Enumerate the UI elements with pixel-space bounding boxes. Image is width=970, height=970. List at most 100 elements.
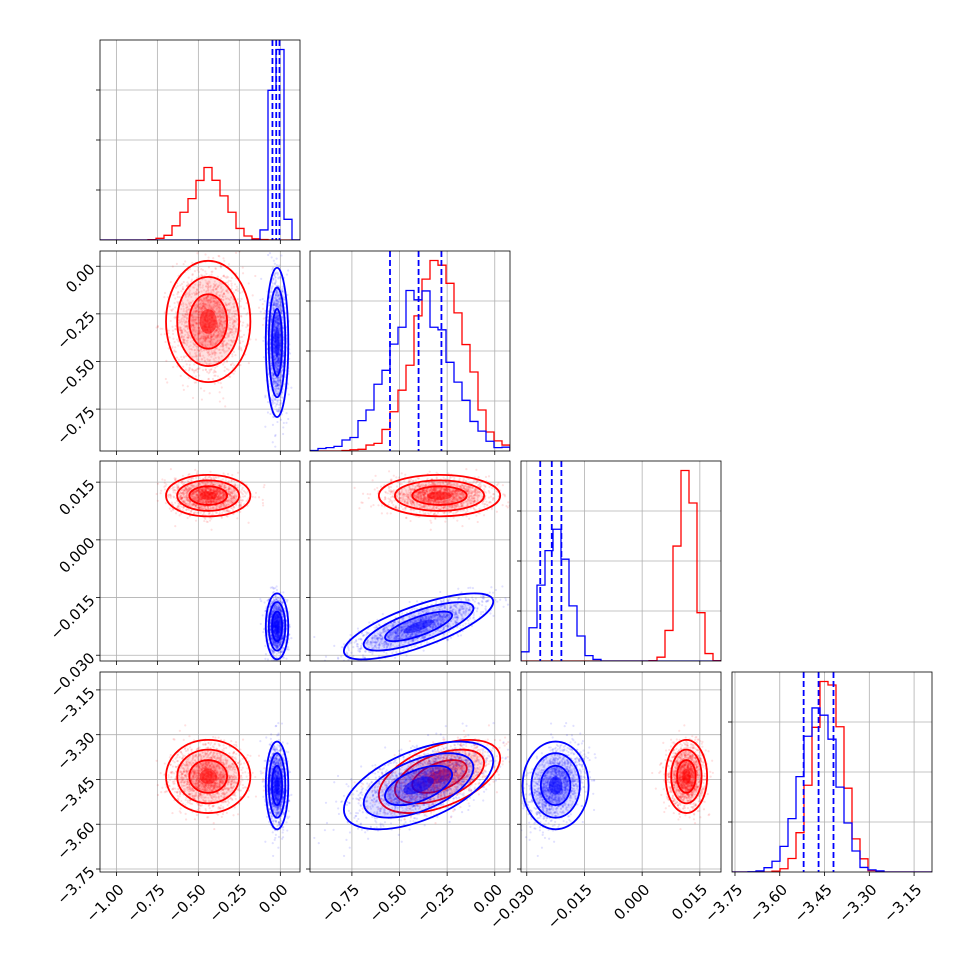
- scatter-point: [203, 338, 207, 341]
- scatter-point: [227, 297, 230, 301]
- scatter-point: [215, 352, 218, 355]
- scatter-point: [223, 320, 227, 323]
- scatter-point: [221, 326, 224, 329]
- scatter-point: [198, 305, 202, 309]
- scatter-point: [228, 316, 232, 320]
- scatter-point: [225, 344, 228, 347]
- scatter-point: [202, 339, 205, 342]
- scatter-point: [186, 299, 189, 302]
- scatter-point: [269, 412, 272, 416]
- scatter-point: [217, 284, 220, 287]
- scatter-point: [220, 323, 223, 326]
- scatter-point: [197, 326, 200, 330]
- scatter-point: [159, 327, 162, 330]
- scatter-point: [194, 311, 197, 314]
- scatter-point: [217, 381, 220, 384]
- scatter-point: [212, 288, 215, 291]
- scatter-point: [215, 341, 218, 344]
- scatter-point: [191, 396, 195, 400]
- scatter-point: [174, 317, 177, 320]
- scatter-point: [222, 397, 225, 400]
- scatter-point: [210, 306, 213, 309]
- scatter-point: [173, 316, 176, 319]
- scatter-point: [187, 282, 190, 286]
- scatter-point: [206, 363, 209, 366]
- scatter-point: [214, 283, 217, 287]
- scatter-point: [187, 335, 190, 338]
- scatter-point: [181, 313, 184, 316]
- scatter-point: [272, 415, 275, 419]
- histogram-series-1: [100, 48, 300, 240]
- scatter-point: [195, 309, 199, 313]
- scatter-point: [233, 319, 237, 323]
- scatter-point: [215, 288, 218, 291]
- scatter-point: [205, 303, 209, 306]
- scatter-point: [208, 280, 211, 283]
- scatter-point: [221, 323, 224, 326]
- scatter-point: [209, 335, 212, 338]
- scatter-point: [204, 337, 207, 340]
- scatter-point: [206, 335, 210, 338]
- scatter-point: [285, 421, 288, 424]
- scatter-point: [180, 318, 183, 321]
- scatter-point: [207, 287, 210, 290]
- scatter-point: [182, 338, 185, 342]
- scatter-point: [163, 488, 167, 491]
- scatter-point: [254, 491, 258, 494]
- scatter-point: [233, 314, 236, 318]
- scatter-point: [194, 329, 198, 332]
- scatter-point: [209, 340, 212, 343]
- scatter-point: [230, 276, 233, 280]
- scatter-point: [217, 311, 220, 314]
- scatter-point: [228, 310, 232, 313]
- scatter-point: [214, 342, 217, 346]
- scatter-point: [195, 292, 198, 295]
- scatter-point: [224, 301, 227, 304]
- scatter-point: [214, 304, 217, 307]
- scatter-point: [234, 312, 237, 316]
- scatter-point: [193, 349, 196, 352]
- scatter-point: [214, 305, 218, 308]
- scatter-point: [213, 353, 217, 356]
- scatter-point: [276, 420, 279, 424]
- scatter-point: [216, 321, 219, 325]
- scatter-point: [195, 381, 198, 384]
- scatter-point: [200, 273, 203, 276]
- scatter-point: [213, 302, 216, 306]
- scatter-point: [216, 302, 219, 305]
- scatter-point: [221, 345, 225, 349]
- scatter-point: [268, 251, 272, 255]
- scatter-point: [194, 322, 197, 325]
- scatter-point: [218, 336, 221, 339]
- scatter-point: [204, 296, 208, 299]
- scatter-point: [240, 349, 243, 352]
- scatter-point: [274, 434, 277, 438]
- scatter-point: [220, 335, 223, 339]
- scatter-point: [259, 310, 262, 313]
- scatter-point: [213, 374, 216, 377]
- scatter-point: [216, 335, 219, 338]
- scatter-point: [211, 289, 215, 292]
- scatter-point: [246, 311, 249, 315]
- scatter-point: [223, 259, 226, 262]
- scatter-point: [196, 303, 199, 306]
- scatter-point: [194, 468, 197, 471]
- scatter-point: [189, 360, 192, 363]
- scatter-point: [230, 327, 233, 331]
- scatter-point: [203, 337, 206, 340]
- scatter-point: [282, 426, 285, 429]
- scatter-point: [199, 283, 202, 286]
- scatter-point: [243, 307, 246, 310]
- scatter-point: [184, 329, 187, 332]
- scatter-point: [193, 326, 196, 329]
- scatter-point: [155, 492, 158, 496]
- scatter-point: [209, 340, 212, 344]
- scatter-point: [229, 279, 232, 283]
- scatter-point: [196, 252, 199, 255]
- scatter-point: [210, 335, 213, 338]
- scatter-point: [228, 332, 232, 335]
- scatter-point: [186, 308, 189, 311]
- scatter-point: [229, 327, 232, 330]
- scatter-point: [190, 319, 193, 322]
